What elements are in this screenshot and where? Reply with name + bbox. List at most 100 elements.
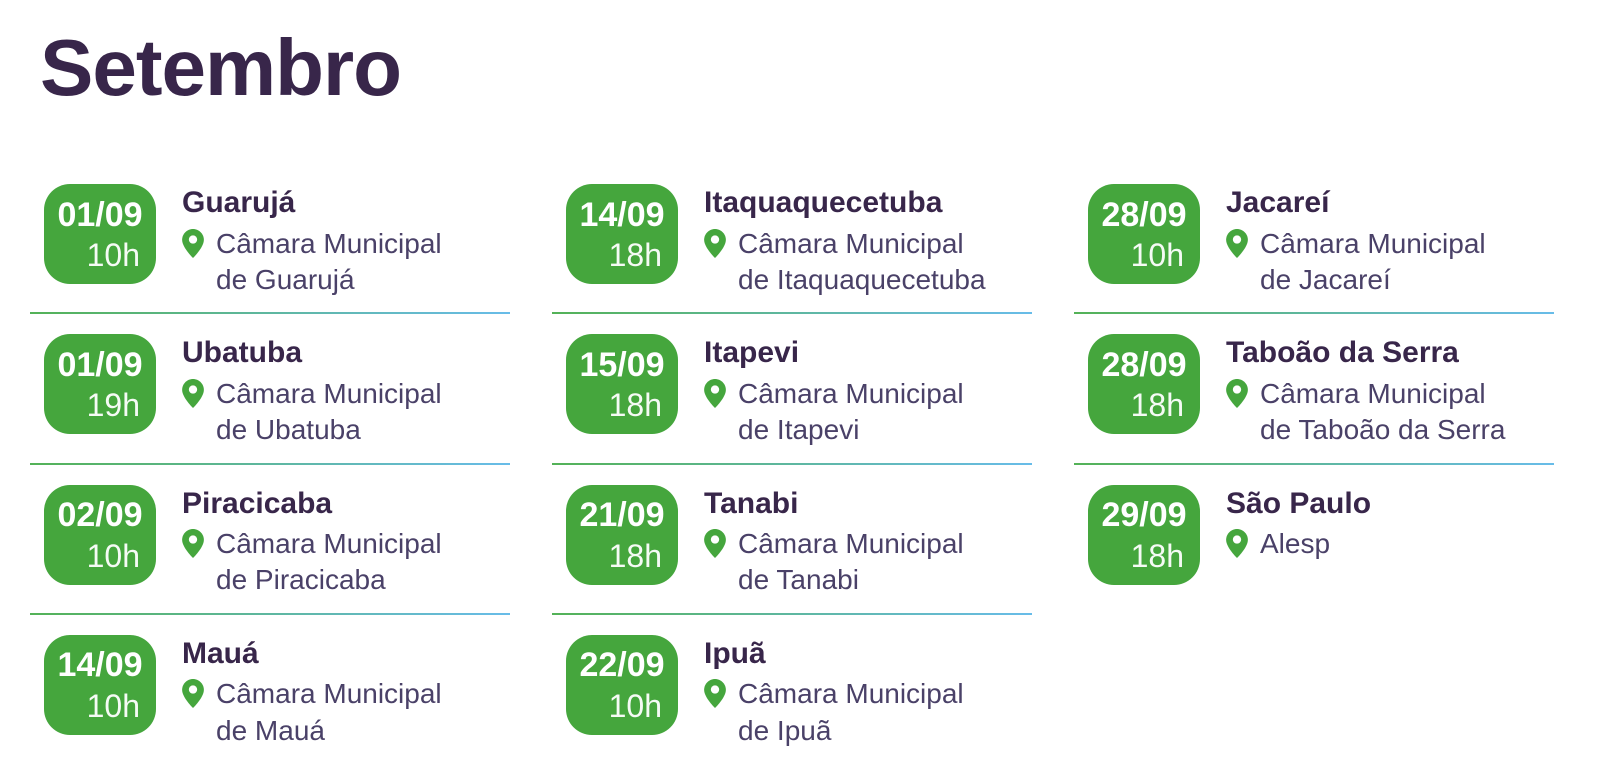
event-card: 01/09 10h Guarujá Câmara Municipal de Gu…: [30, 184, 510, 298]
event-divider: [30, 612, 510, 615]
city-name: Mauá: [182, 636, 259, 670]
city-name: Itapevi: [704, 336, 800, 370]
events-grid: 01/09 10h Guarujá Câmara Municipal de Gu…: [30, 184, 1600, 749]
date-badge: 29/09 18h: [1088, 484, 1200, 585]
map-pin-icon: [704, 228, 726, 263]
event-divider: [1074, 462, 1554, 465]
date-badge: 15/09 18h: [566, 334, 678, 435]
venue: Câmara Municipal de Guarujá: [182, 226, 442, 299]
venue-line: de Itaquaquecetuba: [738, 263, 986, 295]
event-info: Mauá Câmara Municipal de Mauá: [182, 635, 442, 749]
map-pin-icon: [182, 228, 204, 263]
event-divider: [30, 312, 510, 315]
venue-text: Câmara Municipal de Piracicaba: [216, 526, 442, 599]
event-card: 28/09 10h Jacareí Câmara Municipal de Ja…: [1074, 184, 1554, 298]
event-date: 14/09: [579, 195, 665, 234]
event-info: Taboão da Serra Câmara Municipal de Tabo…: [1226, 334, 1505, 448]
venue-line: Câmara Municipal: [216, 528, 442, 560]
venue-text: Câmara Municipal de Ipuã: [738, 676, 964, 749]
venue-line: de Ubatuba: [216, 414, 361, 446]
city-name: Jacareí: [1226, 186, 1330, 219]
event-divider: [30, 462, 510, 465]
event-time: 18h: [608, 537, 662, 574]
venue: Câmara Municipal de Itaquaquecetuba: [704, 226, 986, 299]
venue-line: de Piracicaba: [216, 564, 386, 596]
event-date: 29/09: [1101, 496, 1187, 535]
venue-line: de Taboão da Serra: [1260, 414, 1506, 446]
event-card: 02/09 10h Piracicaba Câmara Municipal de…: [30, 484, 510, 599]
date-badge: 14/09 10h: [44, 634, 156, 735]
event-date: 22/09: [579, 646, 665, 685]
event-divider: [1074, 312, 1554, 315]
event-info: São Paulo Alesp: [1226, 485, 1371, 564]
venue-line: de Tanabi: [738, 564, 859, 596]
event-info: Ipuã Câmara Municipal de Ipuã: [704, 635, 964, 749]
venue: Câmara Municipal de Itapevi: [704, 376, 964, 449]
event-card: 01/09 19h Ubatuba Câmara Municipal de Ub…: [30, 334, 510, 448]
venue-text: Câmara Municipal de Ubatuba: [216, 376, 442, 449]
event-card: 14/09 10h Mauá Câmara Municipal de Mauá: [30, 634, 510, 749]
venue-line: de Mauá: [216, 714, 325, 746]
events-column-2: 14/09 18h Itaquaquecetuba Câmara Municip…: [552, 184, 1032, 749]
event-date: 02/09: [57, 496, 143, 535]
city-name: Itaquaquecetuba: [704, 186, 943, 219]
city-name: Ubatuba: [182, 336, 302, 370]
event-card: 14/09 18h Itaquaquecetuba Câmara Municip…: [552, 184, 1032, 298]
event-time: 18h: [608, 237, 662, 274]
date-badge: 02/09 10h: [44, 484, 156, 585]
venue-line: Câmara Municipal: [216, 227, 442, 259]
venue: Câmara Municipal de Piracicaba: [182, 526, 442, 599]
map-pin-icon: [1226, 529, 1248, 563]
venue-line: Câmara Municipal: [738, 528, 964, 560]
city-name: São Paulo: [1226, 486, 1372, 520]
event-time: 19h: [86, 387, 140, 424]
venue-text: Câmara Municipal de Itaquaquecetuba: [738, 226, 986, 299]
map-pin-icon: [182, 529, 204, 563]
venue-line: Câmara Municipal: [1260, 377, 1486, 409]
venue-text: Câmara Municipal de Guarujá: [216, 226, 442, 299]
map-pin-icon: [1226, 378, 1248, 413]
event-time: 10h: [86, 537, 140, 574]
map-pin-icon: [1226, 228, 1248, 263]
city-name: Ipuã: [704, 636, 766, 670]
date-badge: 14/09 18h: [566, 184, 678, 284]
city-name: Tanabi: [704, 486, 799, 520]
event-time: 18h: [1130, 387, 1184, 424]
event-info: Jacareí Câmara Municipal de Jacareí: [1226, 184, 1486, 298]
event-time: 10h: [86, 687, 140, 724]
date-badge: 21/09 18h: [566, 484, 678, 585]
venue: Câmara Municipal de Taboão da Serra: [1226, 376, 1505, 449]
event-date: 15/09: [579, 345, 665, 384]
map-pin-icon: [182, 378, 204, 413]
event-info: Itapevi Câmara Municipal de Itapevi: [704, 334, 964, 448]
venue-line: Câmara Municipal: [738, 678, 964, 710]
map-pin-icon: [182, 679, 204, 713]
event-date: 01/09: [57, 195, 143, 234]
venue-line: Câmara Municipal: [1260, 227, 1486, 259]
date-badge: 28/09 10h: [1088, 184, 1200, 284]
venue-text: Alesp: [1260, 526, 1330, 562]
event-info: Itaquaquecetuba Câmara Municipal de Itaq…: [704, 184, 986, 298]
event-date: 28/09: [1101, 195, 1187, 234]
venue-line: de Ipuã: [738, 714, 832, 746]
venue-text: Câmara Municipal de Tanabi: [738, 526, 964, 599]
date-badge: 01/09 10h: [44, 184, 156, 284]
venue: Câmara Municipal de Tanabi: [704, 526, 964, 599]
event-time: 10h: [608, 687, 662, 724]
date-badge: 22/09 10h: [566, 634, 678, 735]
event-date: 14/09: [57, 646, 143, 685]
venue-line: de Guarujá: [216, 263, 355, 295]
map-pin-icon: [704, 529, 726, 563]
event-date: 21/09: [579, 496, 665, 535]
venue-text: Câmara Municipal de Taboão da Serra: [1260, 376, 1505, 449]
city-name: Piracicaba: [182, 486, 333, 520]
city-name: Guarujá: [182, 186, 296, 219]
month-title: Setembro: [40, 23, 402, 112]
event-divider: [552, 312, 1032, 315]
event-info: Tanabi Câmara Municipal de Tanabi: [704, 485, 964, 599]
venue: Câmara Municipal de Mauá: [182, 676, 442, 749]
venue-line: de Itapevi: [738, 414, 860, 446]
event-card: 15/09 18h Itapevi Câmara Municipal de It…: [552, 334, 1032, 448]
event-info: Guarujá Câmara Municipal de Guarujá: [182, 184, 442, 298]
city-name: Taboão da Serra: [1226, 336, 1459, 370]
